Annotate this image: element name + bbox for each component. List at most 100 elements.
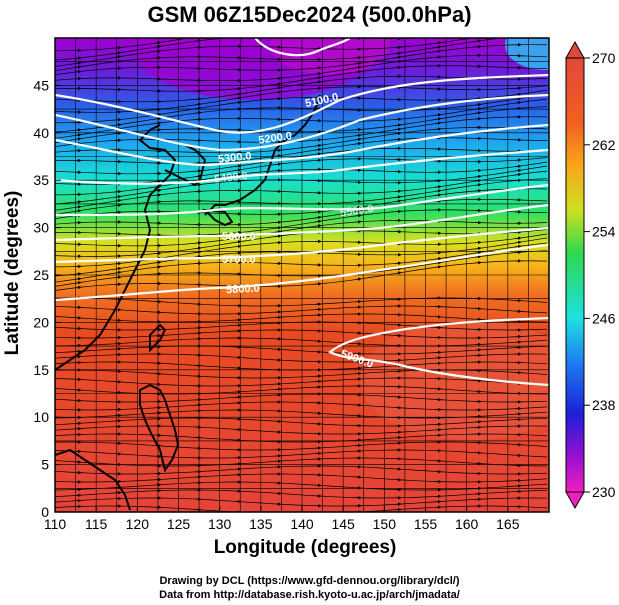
wind-arrow: [114, 195, 122, 199]
wind-arrow: [354, 65, 362, 70]
x-tick-label: 155: [414, 516, 438, 532]
streamline: [55, 126, 548, 154]
streamline: [55, 353, 548, 363]
y-tick-label: 5: [41, 457, 49, 473]
wind-arrow: [74, 133, 82, 137]
wind-arrow: [74, 61, 82, 65]
wind-arrow: [474, 39, 482, 43]
wind-arrow: [314, 138, 322, 142]
wind-arrow: [474, 250, 482, 255]
wind-arrow: [194, 169, 202, 173]
streamline: [55, 38, 474, 67]
colorbar-scale: [565, 57, 585, 493]
contour-5300: [55, 123, 549, 167]
wind-arrow: [515, 26, 521, 27]
y-axis: 0 5 10 15 20 25 30 35 40 45: [33, 77, 61, 520]
contour-label-5600: 5600.0: [222, 231, 256, 243]
streamline: [55, 489, 548, 499]
contour-5900: [328, 316, 549, 387]
wind-arrow: [114, 45, 122, 50]
wind-arrow: [515, 30, 521, 31]
wind-arrow: [514, 236, 522, 240]
streamline: [55, 401, 548, 411]
wind-arrow: [74, 281, 82, 285]
y-tick-label: 40: [33, 125, 49, 141]
streamline: [55, 473, 548, 483]
streamline: [55, 198, 548, 226]
streamline: [55, 260, 548, 291]
wind-arrow: [354, 61, 362, 66]
wind-arrow: [394, 199, 402, 203]
streamline: [55, 305, 548, 315]
wind-arrow: [354, 133, 362, 138]
wind-arrow: [235, 30, 241, 31]
streamline: [55, 38, 506, 72]
wind-arrow: [74, 56, 82, 60]
wind-arrow: [434, 41, 442, 45]
wind-arrow: [114, 261, 122, 266]
contour-label-5500: 5500.0: [339, 203, 374, 220]
streamline: [55, 93, 548, 133]
colorbar-tick-label: 238: [592, 397, 616, 413]
contour-label-5200: 5200.0: [258, 130, 293, 147]
streamline: [55, 161, 548, 196]
wind-arrow: [314, 219, 322, 224]
wind-arrow: [434, 193, 442, 197]
wind-arrow: [274, 76, 282, 81]
japan-coastline: [204, 94, 321, 216]
wind-arrow: [394, 55, 402, 60]
wind-arrow: [394, 271, 402, 275]
streamline: [55, 433, 548, 443]
wind-arrow: [74, 285, 82, 290]
map-title: GSM 06Z15Dec2024 (500.0hPa): [147, 2, 472, 27]
wind-arrow: [74, 209, 82, 213]
wind-arrow: [74, 272, 82, 276]
y-tick-label: 15: [33, 362, 49, 378]
subtropical-high-region: [360, 320, 549, 440]
wind-arrow: [194, 246, 202, 250]
streamline: [55, 417, 548, 427]
streamline: [55, 44, 548, 76]
contour-label-5300: 5300.0: [217, 150, 252, 165]
wind-arrow: [114, 203, 122, 208]
contour-label-5800: 5800.0: [226, 283, 260, 297]
wind-arrow: [394, 127, 402, 131]
streamline: [55, 369, 548, 379]
streamline: [55, 38, 191, 52]
wind-arrow: [354, 213, 362, 218]
wind-arrow: [394, 51, 402, 55]
x-tick-label: 135: [249, 516, 273, 532]
wind-arrow: [74, 65, 82, 69]
wind-arrow: [274, 82, 282, 86]
contour-5400: [55, 148, 549, 185]
wind-arrow: [514, 172, 522, 177]
streamline: [55, 329, 548, 339]
contour-5800: [55, 243, 549, 302]
contour-5600: [55, 203, 549, 242]
streamline: [55, 106, 548, 143]
wind-arrow: [114, 275, 122, 279]
wind-arrow: [514, 164, 522, 169]
streamline: [55, 98, 548, 139]
height-contours: [55, 38, 549, 387]
wind-arrow: [194, 241, 202, 245]
wind-arrow: [114, 266, 122, 271]
contour-5500: [55, 183, 549, 217]
wind-arrow: [194, 102, 202, 107]
y-tick-label: 25: [33, 267, 49, 283]
y-tick-label: 35: [33, 172, 49, 188]
wind-arrow: [314, 80, 322, 84]
wind-arrow: [114, 270, 122, 275]
streamline: [55, 242, 548, 283]
footer-credit-data: Data from http://database.rish.kyoto-u.a…: [159, 589, 460, 601]
streamline: [55, 377, 548, 387]
wind-arrow: [274, 154, 282, 158]
wind-arrow: [194, 111, 202, 115]
wind-arrow: [74, 128, 82, 132]
y-tick-label: 30: [33, 220, 49, 236]
wind-arrow: [274, 230, 282, 234]
streamline: [55, 481, 548, 491]
contour-5200: [55, 93, 549, 152]
colorbar-top-arrow: [565, 40, 585, 59]
streamline: [55, 441, 548, 451]
